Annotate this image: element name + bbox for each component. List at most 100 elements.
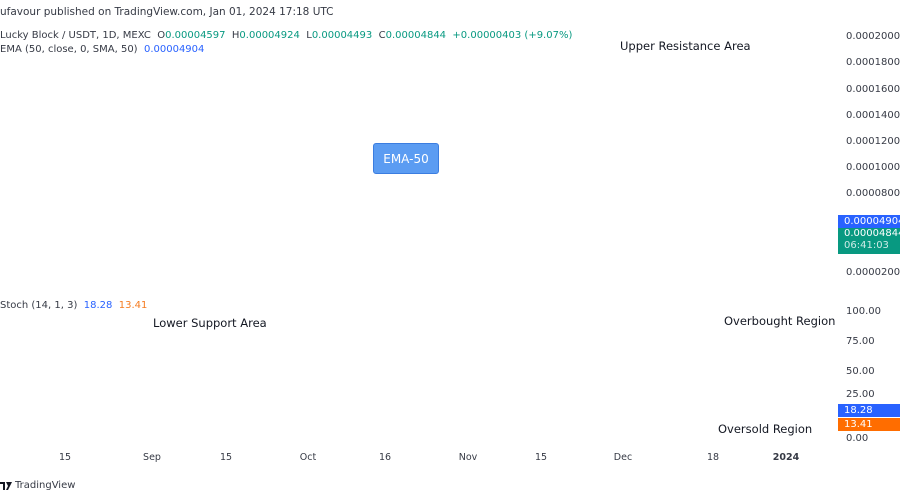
candle-body	[284, 231, 289, 249]
candle-body	[632, 261, 637, 263]
candle-body	[519, 261, 524, 263]
candle-body	[113, 157, 118, 166]
time-axis-label: 16	[378, 452, 392, 463]
candle-body	[172, 140, 177, 152]
lower-support-annotation: Lower Support Area	[153, 316, 267, 330]
candle-body	[102, 164, 107, 169]
candle-body	[38, 173, 43, 175]
candle-body	[49, 170, 54, 177]
candle-body	[316, 258, 321, 262]
candle-body	[477, 266, 482, 268]
ema-legend: EMA (50, close, 0, SMA, 50) 0.00004904	[0, 44, 204, 55]
candle-body	[546, 259, 551, 262]
candle-body	[482, 265, 487, 267]
candle-body	[669, 178, 674, 190]
candle-body	[6, 170, 11, 174]
candle-body	[717, 211, 722, 213]
open-value: 0.00004597	[165, 30, 226, 41]
candle-body	[429, 262, 433, 266]
candle-body	[418, 257, 423, 260]
candle-body	[568, 263, 573, 266]
stoch-pane	[0, 311, 838, 434]
candle-body	[188, 164, 193, 170]
candle-body	[263, 169, 268, 171]
candle-body	[193, 169, 198, 175]
time-axis-label: Oct	[299, 452, 317, 463]
candle-body	[680, 204, 685, 209]
stoch-label[interactable]: Stoch (14, 1, 3)	[0, 300, 78, 311]
candle-body	[338, 261, 343, 263]
stoch-axis-label: 100.00	[846, 306, 881, 317]
candle-body	[498, 263, 503, 266]
candle-body	[610, 262, 615, 264]
candle-body	[268, 169, 273, 174]
candle-body	[605, 263, 610, 266]
candle-body	[134, 142, 139, 152]
close-label: C	[378, 30, 386, 41]
time-axis-label: 2024	[772, 452, 800, 463]
candle-body	[33, 172, 38, 175]
candle-body	[359, 259, 364, 262]
candle-body	[343, 261, 348, 263]
tradingview-logo[interactable]: TradingView	[0, 480, 75, 491]
candle-body	[487, 265, 492, 267]
candle-body	[354, 259, 359, 263]
candle-body	[664, 189, 669, 198]
candle-body	[220, 173, 225, 178]
candle-body	[562, 263, 567, 266]
candle-body	[396, 263, 401, 267]
candle-body	[118, 165, 123, 167]
close-value: 0.00004844	[385, 30, 447, 41]
candle-body	[578, 262, 583, 266]
candle-body	[322, 261, 326, 263]
candle-body	[701, 191, 706, 198]
candle-body	[782, 235, 787, 239]
candle-body	[22, 173, 27, 177]
candle-body	[75, 176, 80, 178]
last-price-tag: 0.00004844 06:41:03	[838, 228, 900, 254]
stoch-axis-label: 50.00	[846, 366, 875, 377]
time-axis-label: 15	[58, 452, 72, 463]
ema-label[interactable]: EMA (50, close, 0, SMA, 50)	[0, 44, 138, 55]
stoch-axis-label: 75.00	[846, 336, 875, 347]
candle-body	[391, 265, 396, 267]
candle-body	[643, 258, 647, 262]
candle-body	[198, 170, 203, 175]
candle-body	[209, 176, 214, 178]
candle-body	[215, 173, 219, 177]
candle-body	[252, 176, 257, 180]
candle-body	[380, 266, 385, 268]
grid	[0, 22, 838, 445]
candle-body	[584, 263, 589, 266]
candle-body	[659, 197, 664, 211]
candle-body	[423, 259, 428, 263]
candle-body	[471, 267, 476, 270]
candle-body	[124, 152, 129, 167]
stoch-legend: Stoch (14, 1, 3) 18.28 13.41	[0, 300, 147, 311]
candle-body	[150, 147, 155, 156]
candle-body	[241, 174, 246, 178]
candle-body	[712, 211, 717, 215]
candle-body	[541, 261, 546, 264]
candle-body	[750, 212, 754, 221]
candle-body	[182, 155, 187, 165]
candle-body	[637, 261, 642, 263]
candle-body	[466, 267, 471, 270]
candle-body	[461, 266, 466, 268]
candle-body	[145, 153, 150, 156]
candle-body	[225, 177, 230, 179]
high-label: H	[231, 30, 240, 41]
time-axis-label: Dec	[613, 452, 633, 463]
candle-body	[81, 174, 86, 177]
time-axis-label: 15	[534, 452, 548, 463]
candle-body	[445, 265, 450, 267]
candle-body	[407, 258, 412, 262]
stoch-d-value: 13.41	[118, 300, 148, 311]
low-label: L	[306, 30, 312, 41]
candle-body	[91, 170, 96, 174]
symbol-name[interactable]: Lucky Block / USDT, 1D, MEXC	[0, 30, 151, 41]
candle-body	[760, 227, 765, 232]
